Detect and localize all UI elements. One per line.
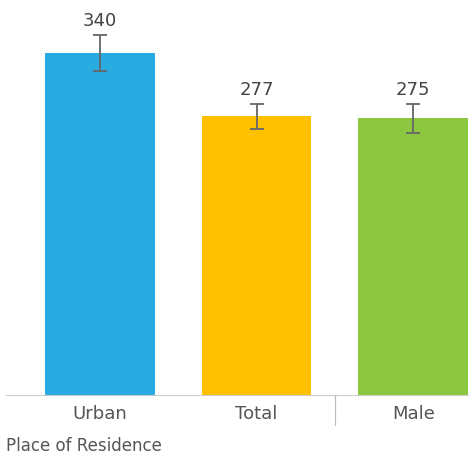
- Text: 340: 340: [83, 12, 117, 30]
- Bar: [202, 117, 311, 395]
- Bar: [358, 118, 468, 395]
- X-axis label: Place of Residence: Place of Residence: [6, 437, 162, 455]
- Bar: [45, 53, 155, 395]
- Text: 277: 277: [239, 82, 274, 100]
- Text: 275: 275: [396, 82, 430, 100]
